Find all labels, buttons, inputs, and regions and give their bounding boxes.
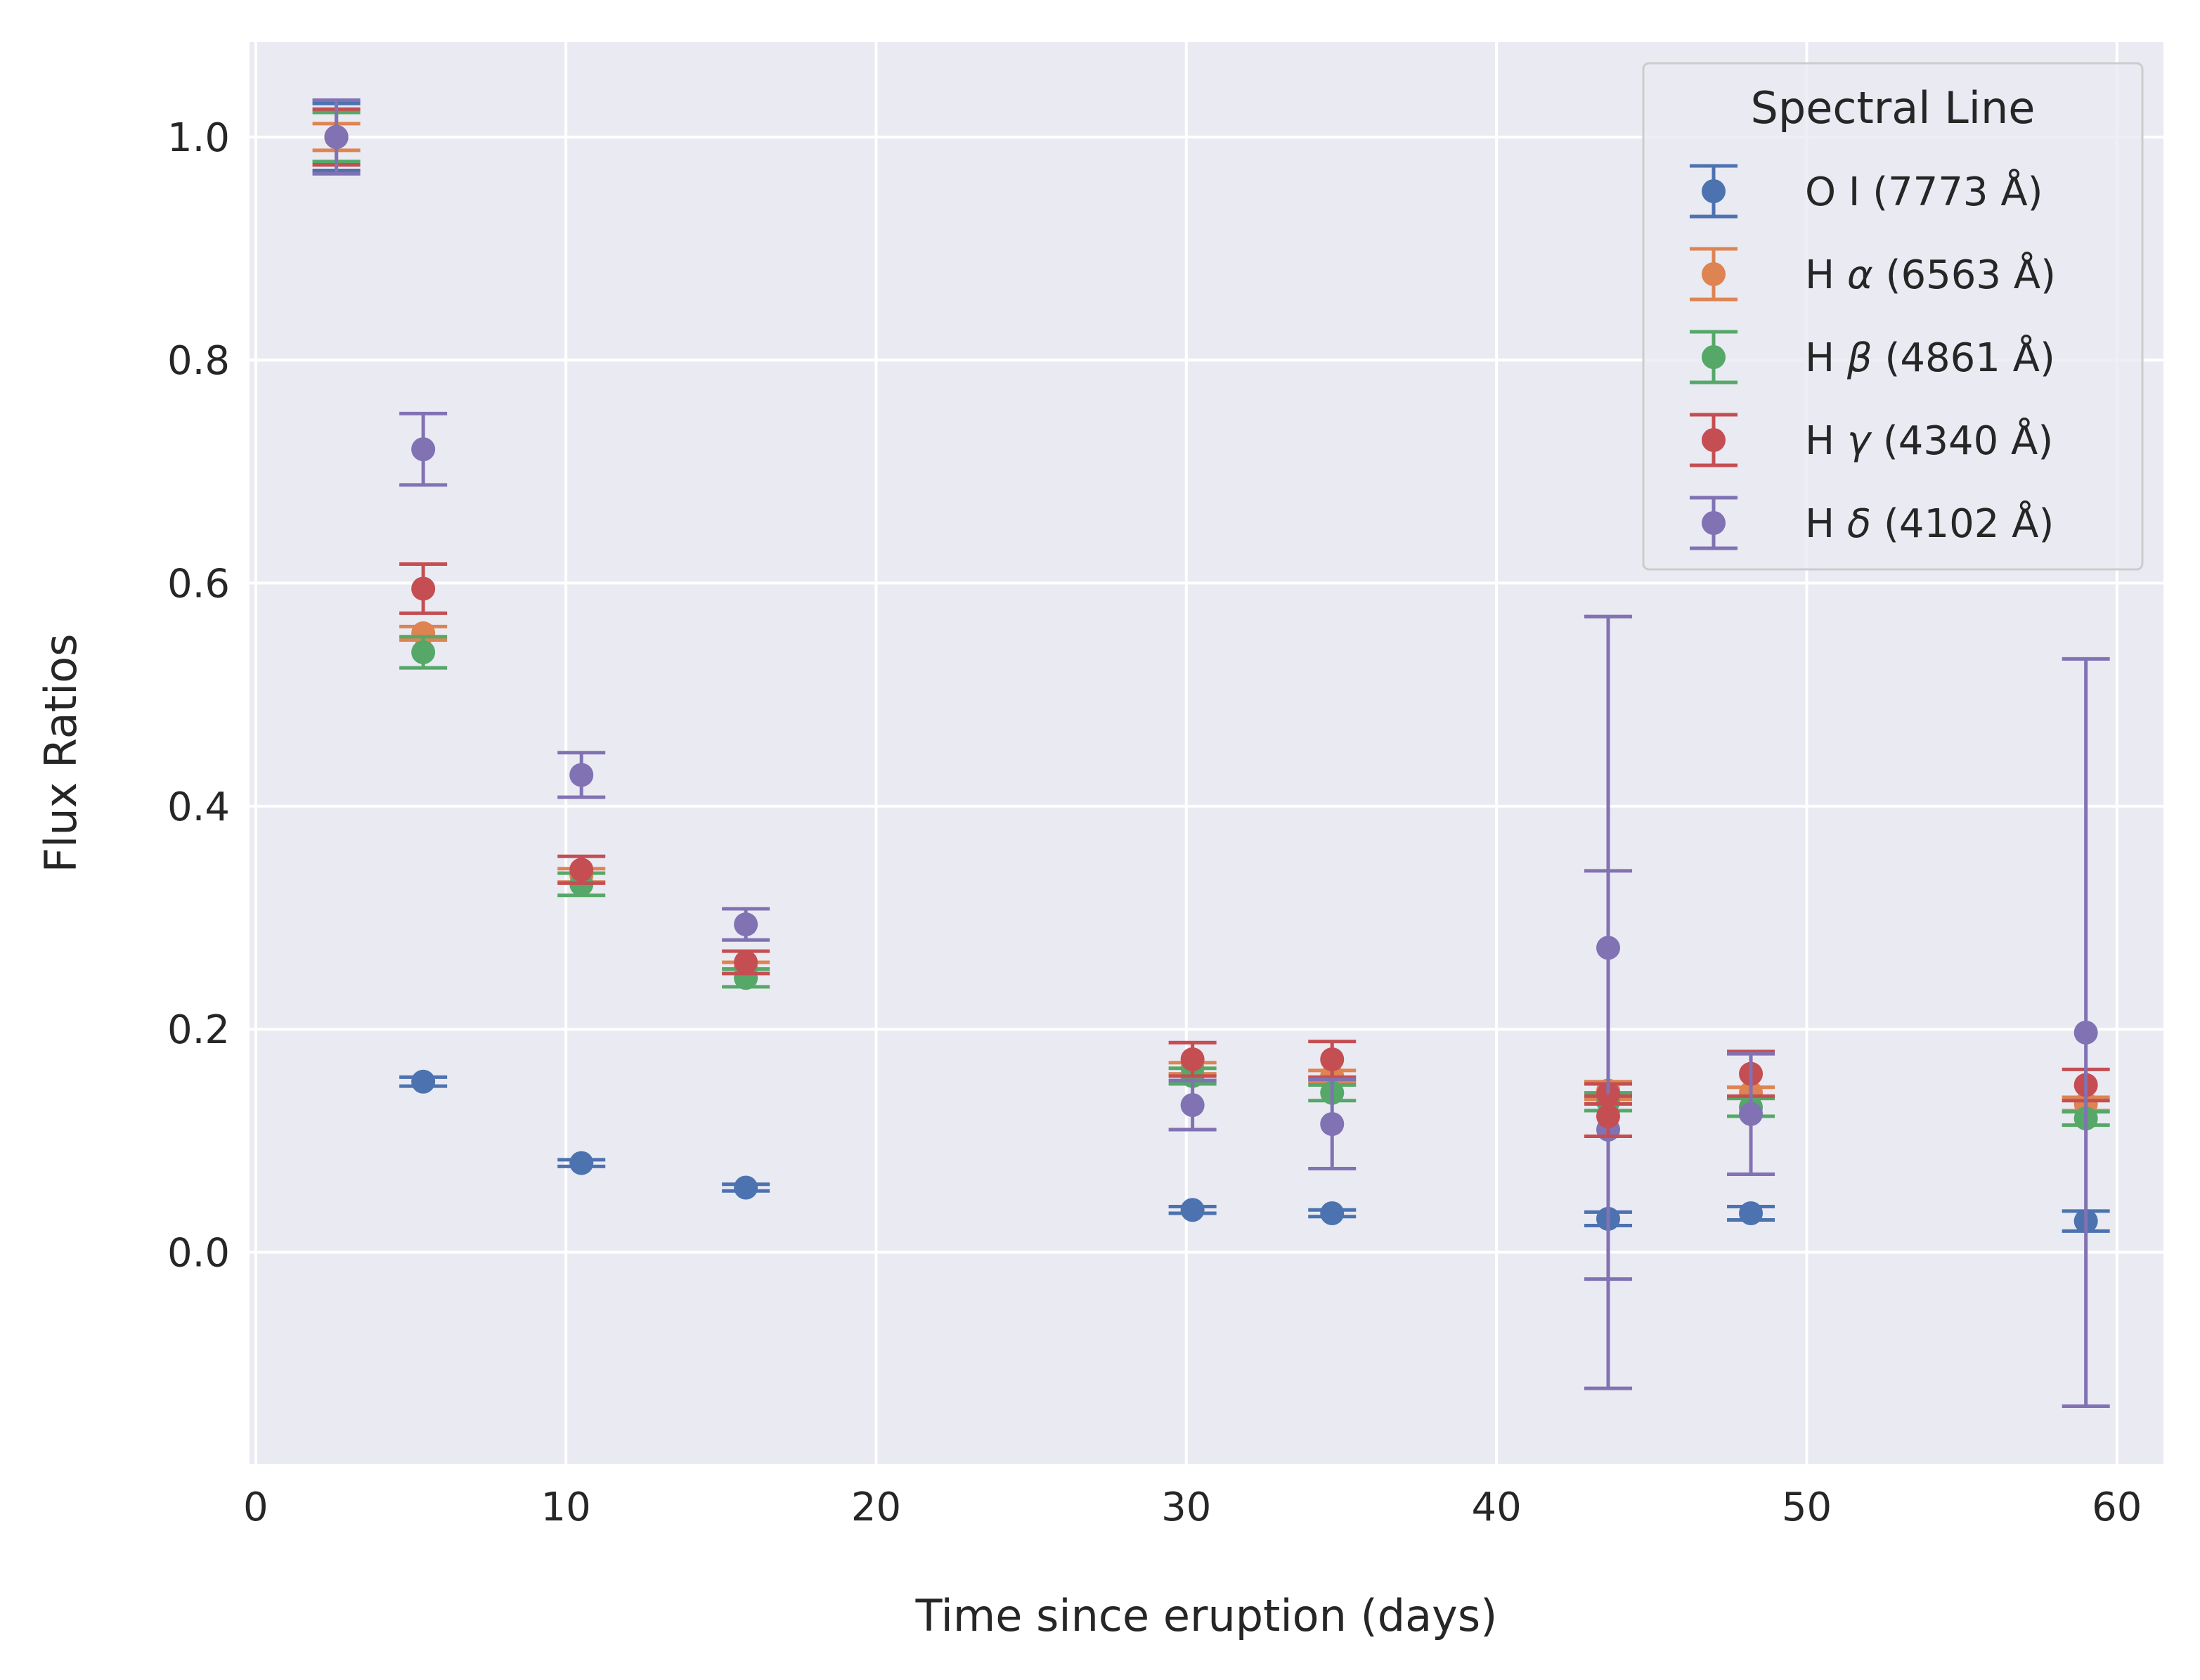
marker [569, 858, 594, 882]
data-point [1727, 1201, 1775, 1225]
data-point [1584, 1094, 1633, 1139]
legend-marker [1702, 262, 1726, 286]
data-point [557, 1151, 606, 1175]
marker [324, 124, 349, 149]
legend-label-suffix: (4102 Å) [1871, 500, 2054, 547]
legend-label-suffix: (4340 Å) [1870, 418, 2053, 464]
legend-entries: O I (7773 Å)H α (6563 Å)H β (4861 Å)H γ … [1690, 164, 2056, 550]
x-axis-title: Time since eruption (days) [915, 1590, 1498, 1641]
legend-entry: O I (7773 Å) [1690, 164, 2043, 219]
data-point [722, 907, 770, 942]
marker [411, 1069, 436, 1094]
data-point [1308, 1078, 1357, 1171]
x-tick-label: 10 [541, 1485, 591, 1530]
marker [1180, 1093, 1205, 1118]
marker [1180, 1047, 1205, 1072]
marker [411, 640, 436, 664]
legend-label-prefix: H [1805, 335, 1847, 381]
tick-labels: 0 10 20 30 40 50 60 0.0 0.2 0.4 0.6 0.8 1.0 [167, 115, 2142, 1530]
data-point [1168, 1078, 1217, 1132]
y-tick-label: 0.8 [167, 338, 230, 384]
legend-marker [1702, 179, 1726, 203]
legend-marker [1702, 511, 1726, 535]
legend-label-prefix: H [1805, 501, 1847, 547]
marker [411, 621, 436, 645]
marker [569, 763, 594, 787]
data-marks [312, 98, 2110, 1408]
x-tick-label: 40 [1472, 1485, 1522, 1530]
marker [569, 1151, 594, 1175]
x-tick-label: 50 [1782, 1485, 1832, 1530]
legend-label-greek: δ [1847, 501, 1871, 547]
data-point [399, 562, 448, 615]
marker [1320, 1201, 1345, 1225]
legend-label-greek: γ [1847, 418, 1872, 464]
y-tick-label: 0.0 [167, 1231, 230, 1277]
legend-label-suffix: (6563 Å) [1873, 252, 2056, 298]
data-point [722, 949, 770, 976]
legend-label-prefix: H [1805, 252, 1847, 298]
marker [734, 950, 758, 974]
legend-label: H γ (4340 Å) [1805, 418, 2053, 464]
data-point [399, 1069, 448, 1094]
x-tick-label: 0 [243, 1485, 268, 1530]
marker [411, 576, 436, 601]
x-tick-label: 30 [1161, 1485, 1211, 1530]
legend-label-greek: α [1847, 252, 1873, 298]
legend-box [1642, 62, 2144, 571]
marker [734, 912, 758, 937]
legend-marker [1702, 428, 1726, 452]
legend-label: H β (4861 Å) [1805, 335, 2055, 381]
legend-entry: H γ (4340 Å) [1690, 413, 2053, 467]
legend-label: O I (7773 Å) [1805, 169, 2043, 215]
legend-label-greek: β [1846, 335, 1872, 381]
data-point [399, 635, 448, 670]
marker [2073, 1020, 2098, 1045]
marker [411, 437, 436, 462]
data-point [557, 854, 606, 885]
marker [1180, 1198, 1205, 1222]
legend-entry: H α (6563 Å) [1690, 247, 2056, 302]
marker [734, 1175, 758, 1200]
y-axis-title: Flux Ratios [35, 633, 86, 872]
y-tick-label: 0.4 [167, 784, 230, 830]
legend-label: H δ (4102 Å) [1805, 500, 2054, 547]
data-point [399, 411, 448, 487]
data-point [557, 751, 606, 799]
marker [1320, 1112, 1345, 1137]
data-point [1727, 1052, 1775, 1176]
data-point [1308, 1040, 1357, 1079]
x-tick-label: 20 [851, 1485, 901, 1530]
data-point [1308, 1201, 1357, 1225]
data-point [399, 621, 448, 645]
legend-marker [1702, 345, 1726, 369]
legend-label: H α (6563 Å) [1805, 252, 2056, 298]
y-tick-label: 0.2 [167, 1007, 230, 1053]
legend-title: Spectral Line [1751, 82, 2036, 134]
marker [1739, 1201, 1764, 1225]
data-point [2062, 657, 2110, 1408]
legend-label-prefix: H [1805, 418, 1847, 464]
marker [1739, 1101, 1764, 1126]
data-point [1168, 1198, 1217, 1222]
legend-entry: H β (4861 Å) [1690, 330, 2055, 385]
marker [1596, 1104, 1621, 1128]
y-tick-label: 0.6 [167, 562, 230, 607]
data-point [722, 1175, 770, 1200]
data-point [1168, 1040, 1217, 1078]
legend: Spectral Line O I (7773 Å)H α (6563 Å)H … [1642, 62, 2144, 571]
legend-label-suffix: (4861 Å) [1872, 335, 2055, 381]
legend-entry: H δ (4102 Å) [1690, 496, 2054, 550]
y-tick-label: 1.0 [167, 115, 230, 161]
marker [1320, 1047, 1345, 1072]
x-tick-label: 60 [2092, 1485, 2142, 1530]
data-point [312, 98, 361, 176]
